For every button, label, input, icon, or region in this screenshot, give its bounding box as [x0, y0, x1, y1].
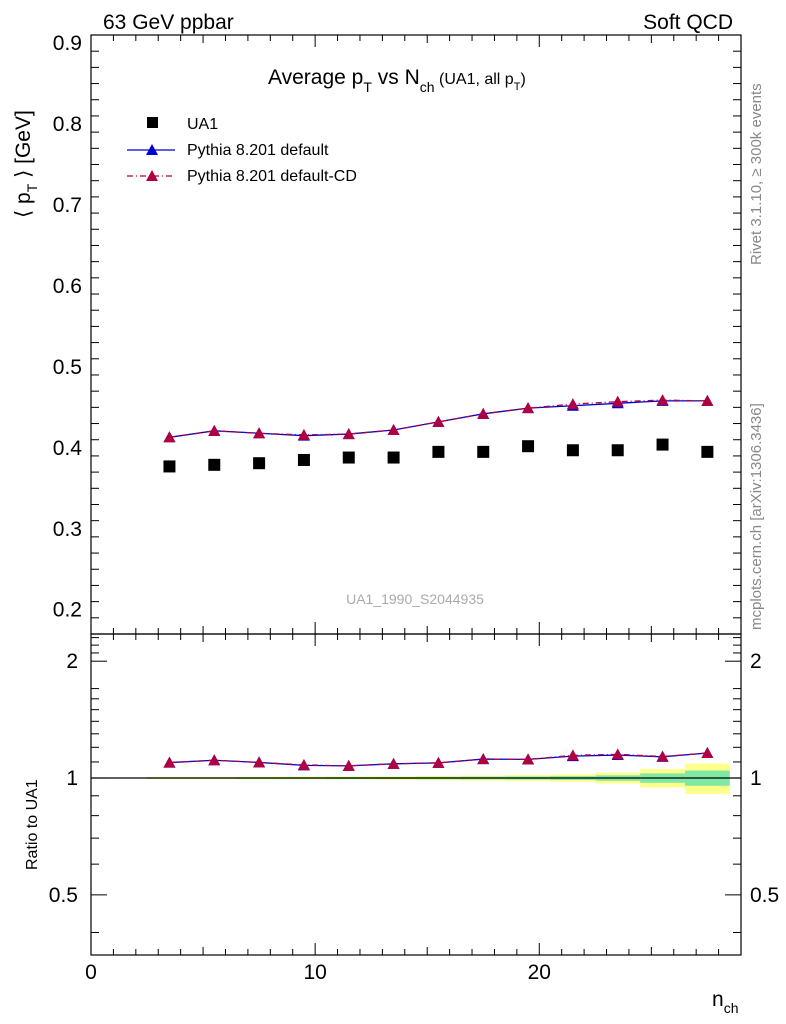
ratio-y-tick-label: 2: [66, 650, 78, 673]
pythia-default-cd-point: [253, 427, 266, 439]
ratio-pythia-default-cd-point: [656, 750, 669, 762]
ratio-y-tick-label-right: 1: [750, 767, 762, 790]
legend-label-pythia-default: Pythia 8.201 default: [187, 142, 329, 159]
ratio-y-tick-label-right: 2: [750, 650, 762, 673]
legend: UA1 Pythia 8.201 default Pythia 8.201 de…: [127, 116, 357, 185]
ratio-pythia-default-cd-point: [432, 756, 445, 768]
ratio-frame: [90, 633, 742, 956]
pythia-default-cd-point: [611, 395, 624, 407]
ua1-data-point: [701, 445, 714, 458]
ua1-data-point: [522, 440, 535, 453]
legend-label-ua1: UA1: [187, 116, 218, 133]
ratio-pythia-default-cd-point: [566, 749, 579, 761]
analysis-id-watermark: UA1_1990_S2044935: [346, 591, 484, 607]
pythia-default-cd-point: [163, 431, 176, 443]
ratio-plot-panel: 0 10 20 0.5 0.5 1 1 2 2: [49, 633, 779, 984]
ratio-pythia-default-cd-point: [297, 758, 310, 770]
legend-marker-pythia-default-cd: [146, 170, 158, 181]
pythia-default-cd-point: [656, 394, 669, 406]
ua1-data-point: [253, 457, 266, 470]
header-category-label: Soft QCD: [643, 11, 733, 34]
pythia-default-cd-point: [208, 424, 221, 436]
ua1-data-point: [656, 438, 669, 451]
ua1-data-point: [387, 451, 400, 464]
x-tick-label: 20: [528, 961, 551, 984]
x-axis-label: nch: [712, 988, 738, 1016]
pythia-default-cd-point: [342, 428, 355, 440]
main-y-tick-label: 0.2: [53, 599, 82, 622]
ua1-data-point: [163, 460, 176, 473]
pythia-default-cd-point: [566, 398, 579, 410]
pythia-default-cd-point: [477, 407, 490, 419]
main-y-tick-label: 0.5: [53, 356, 82, 379]
pythia-default-cd-point: [522, 402, 535, 414]
main-y-tick-label: 0.6: [53, 275, 82, 298]
main-y-tick-label: 0.4: [53, 437, 83, 460]
chart-title: Average pT vs Nch (UA1, all pT): [268, 66, 526, 95]
ratio-y-tick-label: 0.5: [49, 884, 78, 907]
header-energy-label: 63 GeV ppbar: [103, 11, 234, 34]
ratio-pythia-default-cd-point: [522, 753, 535, 765]
ua1-data-point: [432, 445, 445, 458]
ua1-data-point: [297, 453, 310, 466]
ratio-pythia-default-cd-point: [387, 757, 400, 769]
pythia-default-cd-point: [701, 394, 714, 406]
main-y-axis-label: ⟨ pT ⟩ [GeV]: [12, 110, 40, 218]
ratio-pythia-default-cd-point: [208, 754, 221, 766]
x-tick-label: 10: [303, 961, 326, 984]
ratio-y-tick-label-right: 0.5: [750, 884, 779, 907]
legend-marker-pythia-default: [146, 144, 158, 155]
x-tick-label: 0: [85, 961, 97, 984]
ratio-y-axis-label: Ratio to UA1: [24, 779, 41, 870]
ratio-pythia-default-cd-point: [342, 759, 355, 771]
pythia-default-cd-point: [432, 415, 445, 427]
ua1-data-point: [477, 445, 490, 458]
ua1-data-point: [611, 444, 624, 457]
legend-label-pythia-default-cd: Pythia 8.201 default-CD: [187, 168, 357, 185]
main-y-tick-label: 0.7: [53, 194, 82, 217]
ratio-pythia-default-cd-point: [477, 753, 490, 765]
main-plot-panel: 0.2 0.3 0.4 0.5 0.6 0.7 0.8 0.9: [53, 32, 742, 635]
pythia-default-cd-point: [297, 428, 310, 440]
ua1-data-point: [208, 458, 221, 471]
ratio-pythia-default-cd-point: [253, 756, 266, 768]
main-y-tick-label: 0.9: [53, 32, 82, 55]
ratio-pythia-default-cd-point: [611, 748, 624, 760]
ratio-pythia-default-cd-point: [163, 756, 176, 768]
ua1-data-point: [342, 451, 355, 464]
main-y-tick-label: 0.8: [53, 113, 82, 136]
mcplots-reference-label: mcplots.cern.ch [arXiv:1306.3436]: [748, 403, 765, 630]
main-y-tick-label: 0.3: [53, 518, 82, 541]
legend-marker-ua1: [147, 117, 158, 128]
pythia-default-cd-point: [387, 424, 400, 436]
rivet-version-label: Rivet 3.1.10, ≥ 300k events: [748, 83, 765, 265]
ua1-data-point: [566, 444, 579, 457]
ratio-pythia-default-cd-point: [701, 747, 714, 759]
ratio-y-tick-label: 1: [66, 767, 78, 790]
